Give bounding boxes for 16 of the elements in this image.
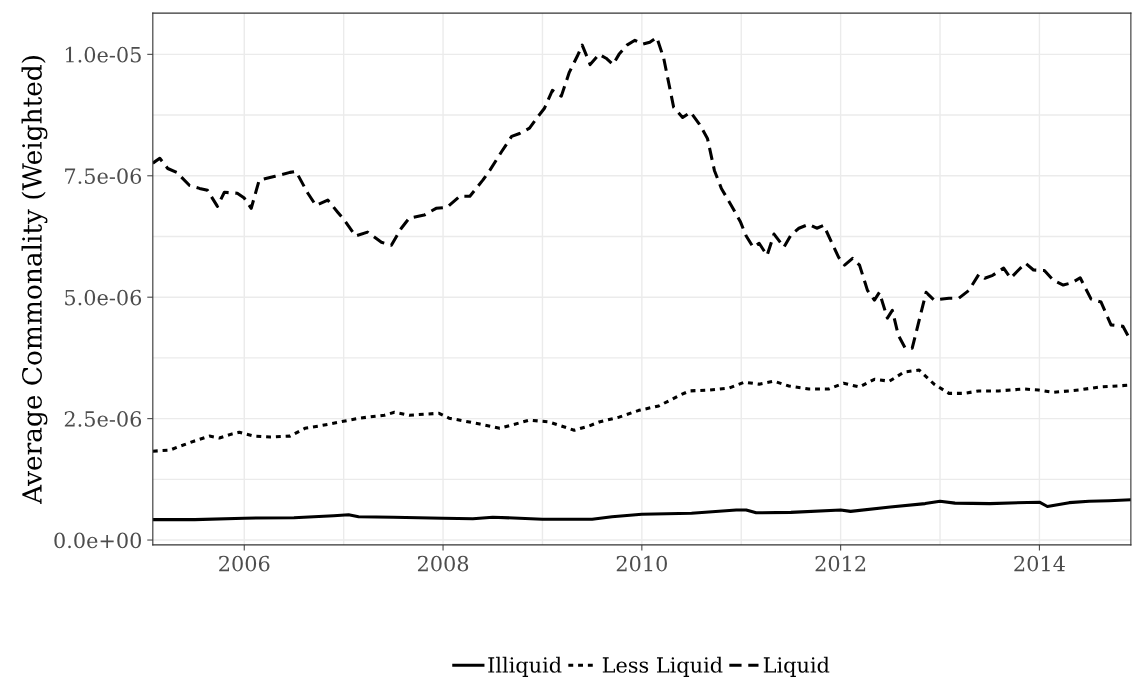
y-tick-label: 1.0e-05 [65, 46, 141, 63]
x-tick-label: 2014 [1014, 555, 1065, 572]
legend-label: Illiquid [488, 656, 562, 677]
y-tick-label: 2.5e-06 [64, 411, 142, 427]
x-tick-label: 2006 [219, 555, 270, 572]
x-tick-label: 2012 [815, 555, 866, 572]
y-tick-label: 0.0e+00 [54, 532, 142, 549]
line-series [152, 498, 1131, 522]
y-tick-label: 5.0e-06 [65, 289, 142, 306]
line-series [152, 35, 1131, 350]
x-tick-label: 2008 [417, 555, 469, 572]
legend-label: Less Liquid [602, 656, 723, 677]
y-tick-label: 7.5e-06 [65, 168, 142, 184]
legend-label: Liquid [763, 656, 830, 677]
y-axis-title: Average Commonality (Weighted) [21, 56, 48, 505]
x-tick-label: 2010 [616, 555, 667, 572]
